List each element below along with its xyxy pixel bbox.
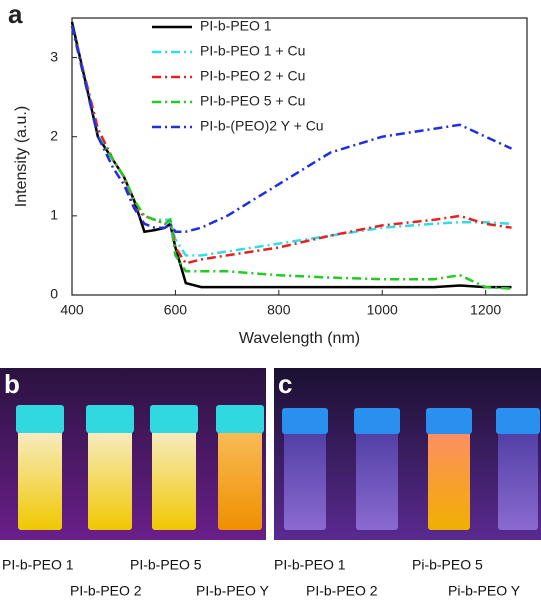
- vials-c: [282, 408, 540, 530]
- vials-b: [16, 405, 264, 530]
- photo-caption: PI-b-PEO Y: [196, 583, 270, 599]
- x-tick-label: 600: [164, 302, 188, 318]
- photo-caption: PI-b-PEO 2: [306, 583, 378, 599]
- photo-caption: PI-b-PEO 1: [274, 557, 346, 573]
- y-tick-label: 1: [50, 207, 58, 223]
- y-tick-label: 3: [50, 48, 58, 64]
- x-tick-label: 800: [267, 302, 291, 318]
- photo-caption: PI-b-PEO 2: [70, 583, 142, 599]
- y-axis-title: Intensity (a.u.): [13, 106, 30, 207]
- legend-label: PI-b-PEO 5 + Cu: [200, 93, 305, 109]
- legend-label: PI-b-PEO 2 + Cu: [200, 68, 305, 84]
- photo-caption: Pi-b-PEO 5: [412, 557, 483, 573]
- panel-label: a: [8, 0, 23, 29]
- plot-frame: [71, 17, 528, 296]
- x-tick-label: 400: [60, 302, 84, 318]
- y-tick-label: 2: [50, 127, 58, 143]
- photo-caption: Pi-b-PEO Y: [448, 583, 521, 599]
- y-tick-label: 0: [50, 286, 58, 302]
- x-tick-label: 1000: [367, 302, 398, 318]
- series-line: [70, 25, 512, 257]
- series-line: [70, 25, 512, 265]
- panel-label: c: [278, 369, 292, 399]
- legend-label: PI-b-PEO 1: [200, 18, 272, 34]
- photo-caption: PI-b-PEO 5: [130, 557, 202, 573]
- series-line: [70, 25, 513, 233]
- series-line: [70, 25, 512, 290]
- series-line: [70, 21, 512, 289]
- legend-label: PI-b-PEO 1 + Cu: [200, 43, 305, 59]
- x-axis-title: Wavelength (nm): [239, 330, 360, 347]
- x-tick-label: 1200: [470, 302, 501, 318]
- photo-caption: PI-b-PEO 1: [2, 557, 74, 573]
- panel-label: b: [4, 369, 20, 399]
- legend-label: PI-b-(PEO)2 Y + Cu: [200, 118, 324, 134]
